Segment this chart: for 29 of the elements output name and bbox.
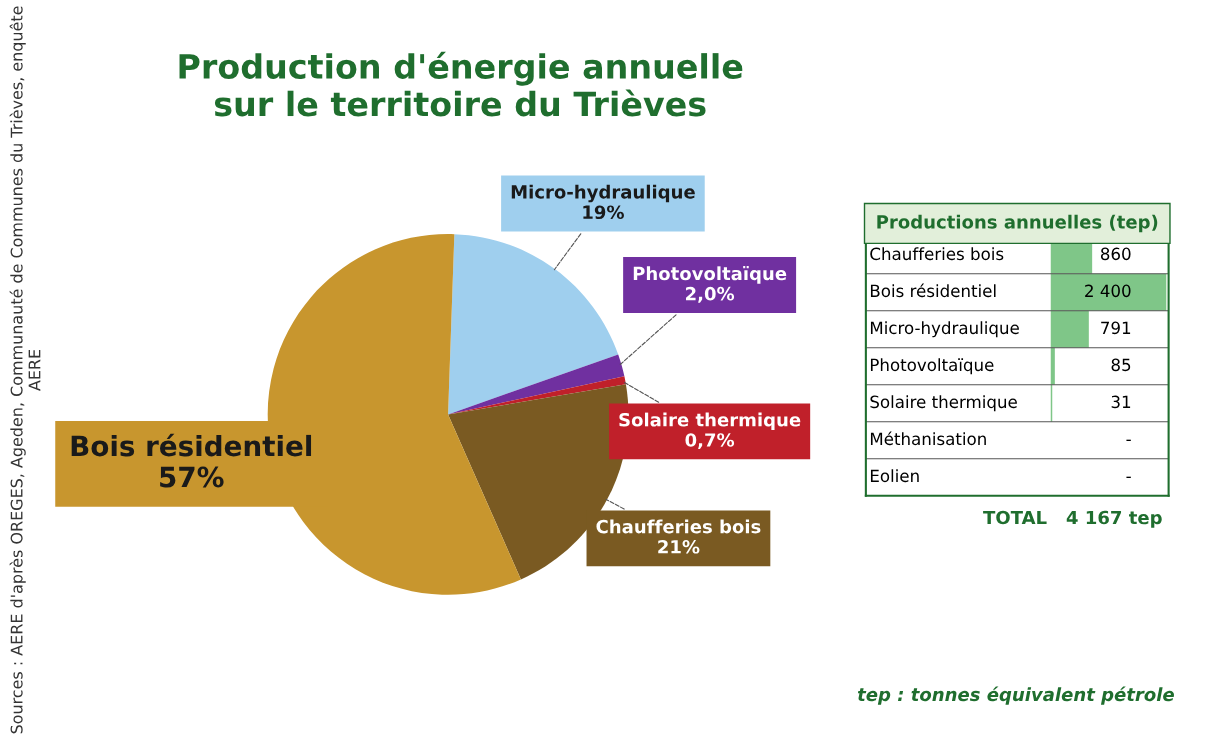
slice-label: Solaire thermique (619, 412, 801, 431)
data-label: 19% (583, 205, 624, 220)
data-label: 21% (658, 539, 700, 554)
y-tick-label: Chaufferies bois (870, 247, 1004, 261)
text: tep : tonnes équivalent pétrole (857, 686, 1174, 705)
slice-label: Micro-hydraulique (511, 184, 695, 203)
y-tick-label: Solaire thermique (870, 395, 1017, 412)
data-label: 31 (1111, 395, 1131, 409)
y-tick-label: Eolien (870, 469, 919, 483)
chart-title: Production d'énergie annuelle sur le territoire du Trièves (179, 51, 743, 117)
data-label: 860 (1100, 247, 1131, 261)
data-label: 57% (160, 466, 224, 488)
y-tick-label: Micro-hydraulique (870, 321, 1019, 338)
text: TOTAL 4 167 tep (983, 510, 1162, 528)
y-tick-label: Bois résidentiel (870, 283, 996, 298)
chart-title: Productions annuelles (tep) (877, 214, 1158, 233)
data-label: 2 400 (1085, 284, 1131, 298)
slice-label: Bois résidentiel (71, 433, 312, 457)
data-label: 791 (1101, 321, 1131, 335)
data-label: 85 (1111, 358, 1131, 372)
text: - (1126, 439, 1131, 441)
y-tick-label: Méthanisation (870, 431, 986, 446)
slice-label: Photovoltaïque (633, 266, 787, 284)
source-note: Sources : AERE d'après OREGES, Ageden, Communauté de Communes du Trièves, enquête AERE (9, 6, 41, 734)
y-tick-label: Photovoltaïque (870, 358, 994, 375)
data-label: 2,0% (686, 286, 735, 303)
slice-label: Chaufferies bois (596, 519, 761, 534)
text: - (1126, 476, 1131, 478)
data-label: 0,7% (685, 433, 735, 450)
